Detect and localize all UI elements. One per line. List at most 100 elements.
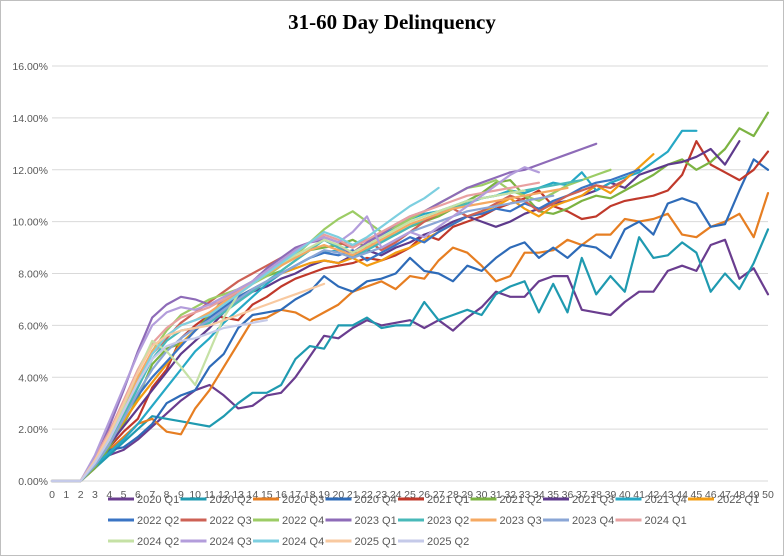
legend-label: 2024 Q2	[137, 536, 179, 548]
x-tick-label: 37	[576, 489, 588, 501]
legend-label: 2022 Q3	[210, 515, 252, 527]
legend-label: 2020 Q4	[355, 494, 397, 506]
y-tick-label: 12.00%	[12, 165, 48, 177]
y-tick-label: 10.00%	[12, 217, 48, 229]
x-tick-label: 0	[49, 489, 55, 501]
chart-title: 31-60 Day Delinquency	[288, 10, 496, 34]
x-tick-label: 7	[149, 489, 155, 501]
legend-label: 2023 Q3	[500, 515, 542, 527]
x-tick-label: 25	[404, 489, 416, 501]
x-tick-label: 21	[347, 489, 359, 501]
x-tick-label: 5	[121, 489, 127, 501]
x-tick-label: 35	[547, 489, 559, 501]
legend-label: 2020 Q2	[210, 494, 252, 506]
x-tick-label: 9	[178, 489, 184, 501]
x-tick-label: 2	[78, 489, 84, 501]
x-tick-label: 29	[461, 489, 473, 501]
x-tick-label: 15	[261, 489, 273, 501]
x-tick-label: 4	[106, 489, 112, 501]
legend-label: 2024 Q3	[210, 536, 252, 548]
series-line-2	[50, 192, 770, 483]
x-tick-label: 12	[218, 489, 230, 501]
series-line-0	[50, 238, 770, 483]
legend: 2020 Q1 2020 Q2 2020 Q3 2020 Q4 2021 Q1 2021 …	[108, 494, 759, 548]
legend-label: 2021 Q4	[645, 494, 687, 506]
series-line-1	[50, 228, 770, 483]
x-tick-label: 44	[676, 489, 688, 501]
legend-label: 2023 Q4	[572, 515, 614, 527]
series-lines	[50, 111, 770, 483]
legend-label: 2020 Q3	[282, 494, 324, 506]
x-tick-label: 24	[390, 489, 402, 501]
x-tick-label: 16	[275, 489, 287, 501]
legend-label: 2021 Q2	[500, 494, 542, 506]
x-tick-label: 27	[433, 489, 445, 501]
y-tick-label: 0.00%	[18, 476, 48, 488]
x-tick-label: 42	[648, 489, 660, 501]
x-tick-label: 10	[189, 489, 201, 501]
series-line-7	[50, 129, 698, 483]
legend-label: 2021 Q3	[572, 494, 614, 506]
x-tick-label: 48	[734, 489, 746, 501]
series-line-20	[50, 282, 326, 483]
x-tick-label: 28	[447, 489, 459, 501]
legend-label: 2025 Q1	[355, 536, 397, 548]
x-tick-label: 32	[504, 489, 516, 501]
x-tick-label: 47	[719, 489, 731, 501]
x-tick-label: 8	[164, 489, 170, 501]
x-tick-label: 22	[361, 489, 373, 501]
legend-label: 2022 Q2	[137, 515, 179, 527]
legend-label: 2024 Q1	[645, 515, 687, 527]
legend-label: 2020 Q1	[137, 494, 179, 506]
y-tick-label: 8.00%	[18, 269, 48, 281]
x-tick-label: 39	[605, 489, 617, 501]
series-line-21	[50, 319, 268, 483]
x-tick-label: 3	[92, 489, 98, 501]
x-tick-label: 31	[490, 489, 502, 501]
legend-label: 2024 Q4	[282, 536, 324, 548]
legend-label: 2022 Q1	[717, 494, 759, 506]
x-tick-label: 13	[232, 489, 244, 501]
legend-label: 2022 Q4	[282, 515, 324, 527]
x-tick-label: 19	[318, 489, 330, 501]
legend-label: 2025 Q2	[427, 536, 469, 548]
y-axis-ticks: 0.00% 2.00% 4.00% 6.00% 8.00% 10.00% 12.00% 14.…	[12, 61, 48, 488]
y-tick-label: 14.00%	[12, 113, 48, 125]
x-axis-ticks: 0 1 2 3 4 5 6 7 8 9 10 11 12 13 14 15 16 17 18 19 20 21 22 23 24…	[49, 489, 774, 501]
x-tick-label: 46	[705, 489, 717, 501]
x-tick-label: 23	[376, 489, 388, 501]
y-tick-label: 6.00%	[18, 320, 48, 332]
x-tick-label: 38	[590, 489, 602, 501]
x-tick-label: 50	[762, 489, 774, 501]
series-line-3	[50, 158, 770, 483]
x-tick-label: 49	[748, 489, 760, 501]
x-tick-label: 40	[619, 489, 631, 501]
x-tick-label: 33	[519, 489, 531, 501]
series-line-14	[50, 186, 569, 483]
series-line-18	[50, 166, 540, 483]
x-tick-label: 26	[418, 489, 430, 501]
x-tick-label: 18	[304, 489, 316, 501]
y-tick-label: 2.00%	[18, 424, 48, 436]
x-tick-label: 14	[247, 489, 259, 501]
x-tick-label: 17	[290, 489, 302, 501]
legend-label: 2023 Q1	[355, 515, 397, 527]
y-tick-label: 16.00%	[12, 61, 48, 73]
x-tick-label: 30	[476, 489, 488, 501]
x-tick-label: 43	[662, 489, 674, 501]
x-tick-label: 45	[691, 489, 703, 501]
series-line-6	[50, 140, 741, 483]
x-tick-label: 20	[333, 489, 345, 501]
legend-label: 2021 Q1	[427, 494, 469, 506]
x-tick-label: 34	[533, 489, 545, 501]
series-line-15	[50, 194, 555, 483]
x-tick-label: 11	[204, 489, 215, 501]
x-tick-label: 6	[135, 489, 141, 501]
y-tick-label: 4.00%	[18, 372, 48, 384]
x-tick-label: 1	[63, 489, 69, 501]
x-tick-label: 36	[562, 489, 574, 501]
x-tick-label: 41	[633, 489, 645, 501]
legend-label: 2023 Q2	[427, 515, 469, 527]
